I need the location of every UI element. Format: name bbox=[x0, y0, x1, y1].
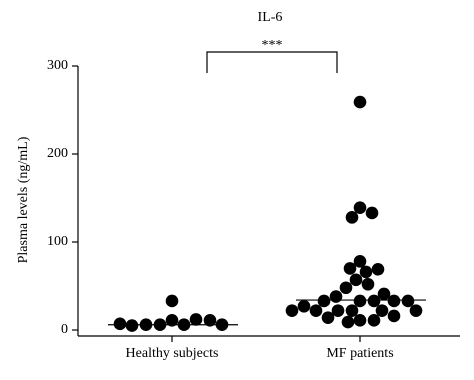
y-tick-label: 300 bbox=[47, 58, 68, 73]
data-point bbox=[353, 255, 367, 268]
data-point bbox=[203, 314, 217, 327]
significance-label: *** bbox=[262, 38, 283, 53]
data-point bbox=[309, 304, 323, 317]
data-point bbox=[365, 206, 379, 220]
data-point bbox=[409, 304, 423, 317]
data-point bbox=[345, 211, 359, 224]
x-tick-label: Healthy subjects bbox=[126, 346, 219, 361]
data-point bbox=[371, 262, 385, 276]
data-point bbox=[367, 294, 381, 308]
data-point bbox=[367, 314, 381, 327]
data-point bbox=[339, 281, 353, 295]
data-point bbox=[375, 304, 389, 317]
y-tick-label: 100 bbox=[47, 234, 68, 249]
data-point bbox=[377, 287, 391, 301]
chart-title: IL-6 bbox=[258, 10, 283, 25]
data-point bbox=[125, 319, 139, 332]
data-point bbox=[401, 294, 415, 308]
data-point bbox=[165, 294, 179, 308]
data-point bbox=[343, 262, 357, 275]
significance-bracket bbox=[206, 51, 338, 73]
y-axis-label: Plasma levels (ng/mL) bbox=[16, 136, 31, 263]
data-point bbox=[341, 315, 355, 329]
data-point bbox=[331, 304, 345, 317]
data-point bbox=[387, 294, 401, 308]
data-point bbox=[387, 309, 401, 323]
data-point bbox=[353, 95, 367, 109]
data-point bbox=[165, 314, 179, 327]
data-point bbox=[353, 201, 367, 214]
data-point bbox=[189, 313, 203, 326]
data-point bbox=[349, 273, 363, 287]
data-point bbox=[345, 304, 359, 317]
data-point bbox=[321, 311, 335, 324]
y-tick-label: 0 bbox=[61, 322, 68, 337]
data-point bbox=[297, 299, 311, 313]
data-point bbox=[359, 265, 373, 279]
data-point bbox=[353, 314, 367, 327]
data-point bbox=[285, 304, 299, 317]
data-point bbox=[361, 277, 375, 291]
data-point bbox=[329, 290, 343, 303]
data-point bbox=[113, 317, 127, 331]
x-tick-label: MF patients bbox=[326, 346, 393, 361]
y-tick-label: 200 bbox=[47, 146, 68, 161]
data-point bbox=[317, 294, 331, 308]
data-point bbox=[353, 294, 367, 308]
